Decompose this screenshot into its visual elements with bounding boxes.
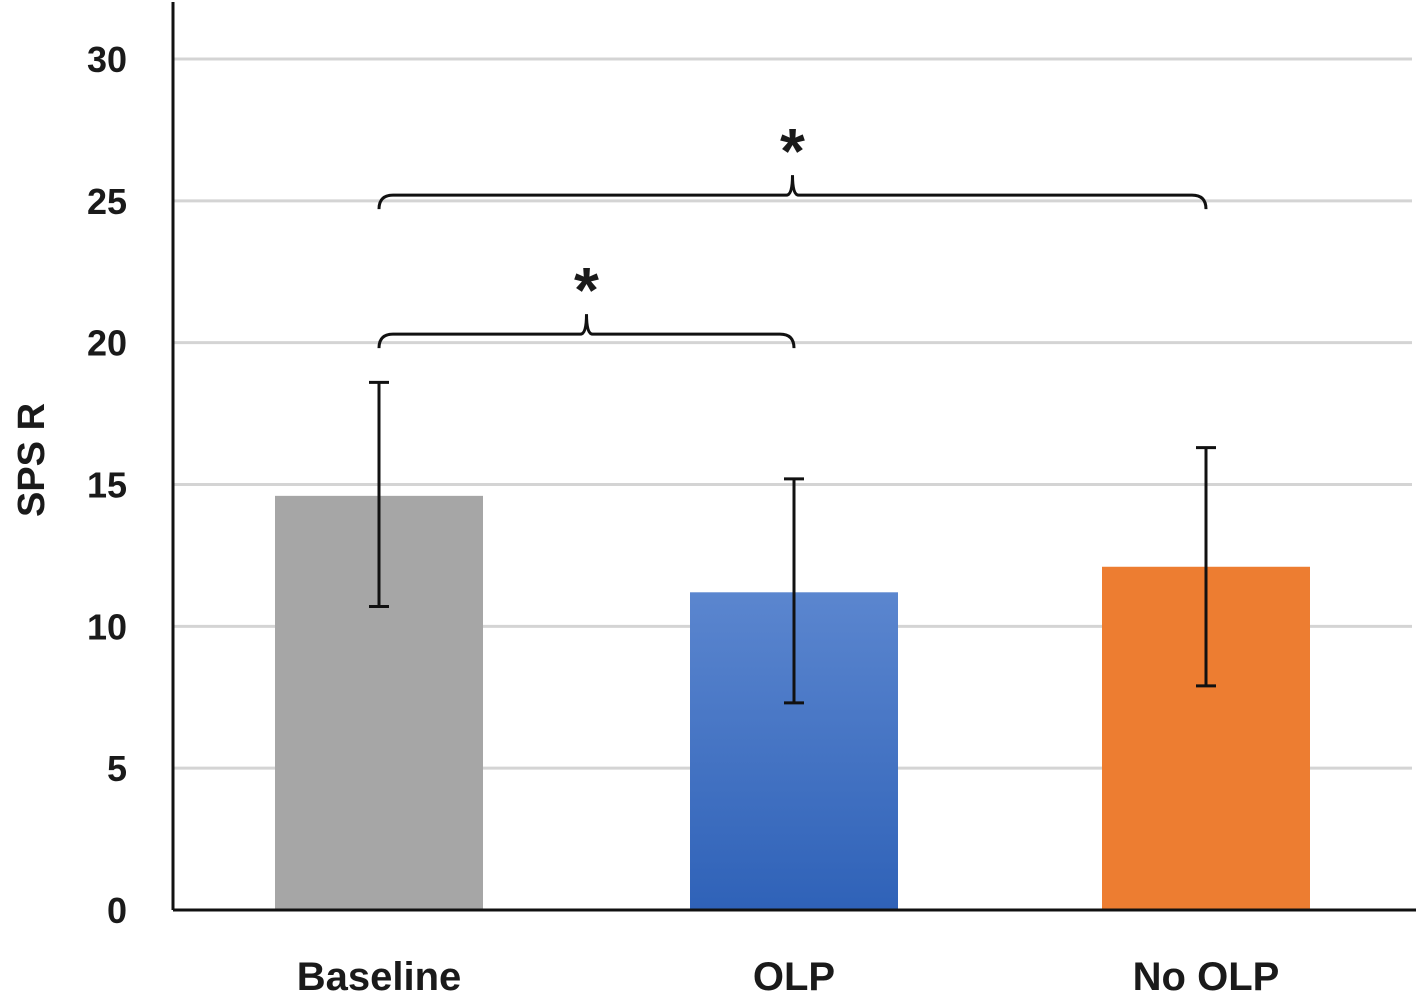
y-tick-label-15: 15 (87, 465, 127, 506)
y-tick-label-20: 20 (87, 323, 127, 364)
error-bars (369, 380, 1216, 705)
axes (171, 2, 1416, 912)
x-tick-label-baseline: Baseline (297, 955, 462, 999)
y-tick-label-25: 25 (87, 181, 127, 222)
y-tick-label-10: 10 (87, 606, 127, 647)
x-tick-label-olp: OLP (753, 955, 835, 999)
y-axis-title: SPS R (11, 403, 53, 517)
x-tick-label-no-olp: No OLP (1133, 955, 1280, 999)
labels: 0 5 10 15 20 25 30 Baseline OLP No OLP SPS R (11, 39, 1279, 999)
significance-brackets: ** (377, 115, 1208, 349)
significance-star-2: * (780, 115, 805, 187)
significance-star-1: * (574, 254, 599, 326)
significance-bracket-1 (377, 314, 796, 349)
y-tick-label-0: 0 (107, 890, 127, 931)
y-tick-label-30: 30 (87, 39, 127, 80)
y-tick-label-5: 5 (107, 748, 127, 789)
significance-bracket-2 (377, 175, 1208, 210)
